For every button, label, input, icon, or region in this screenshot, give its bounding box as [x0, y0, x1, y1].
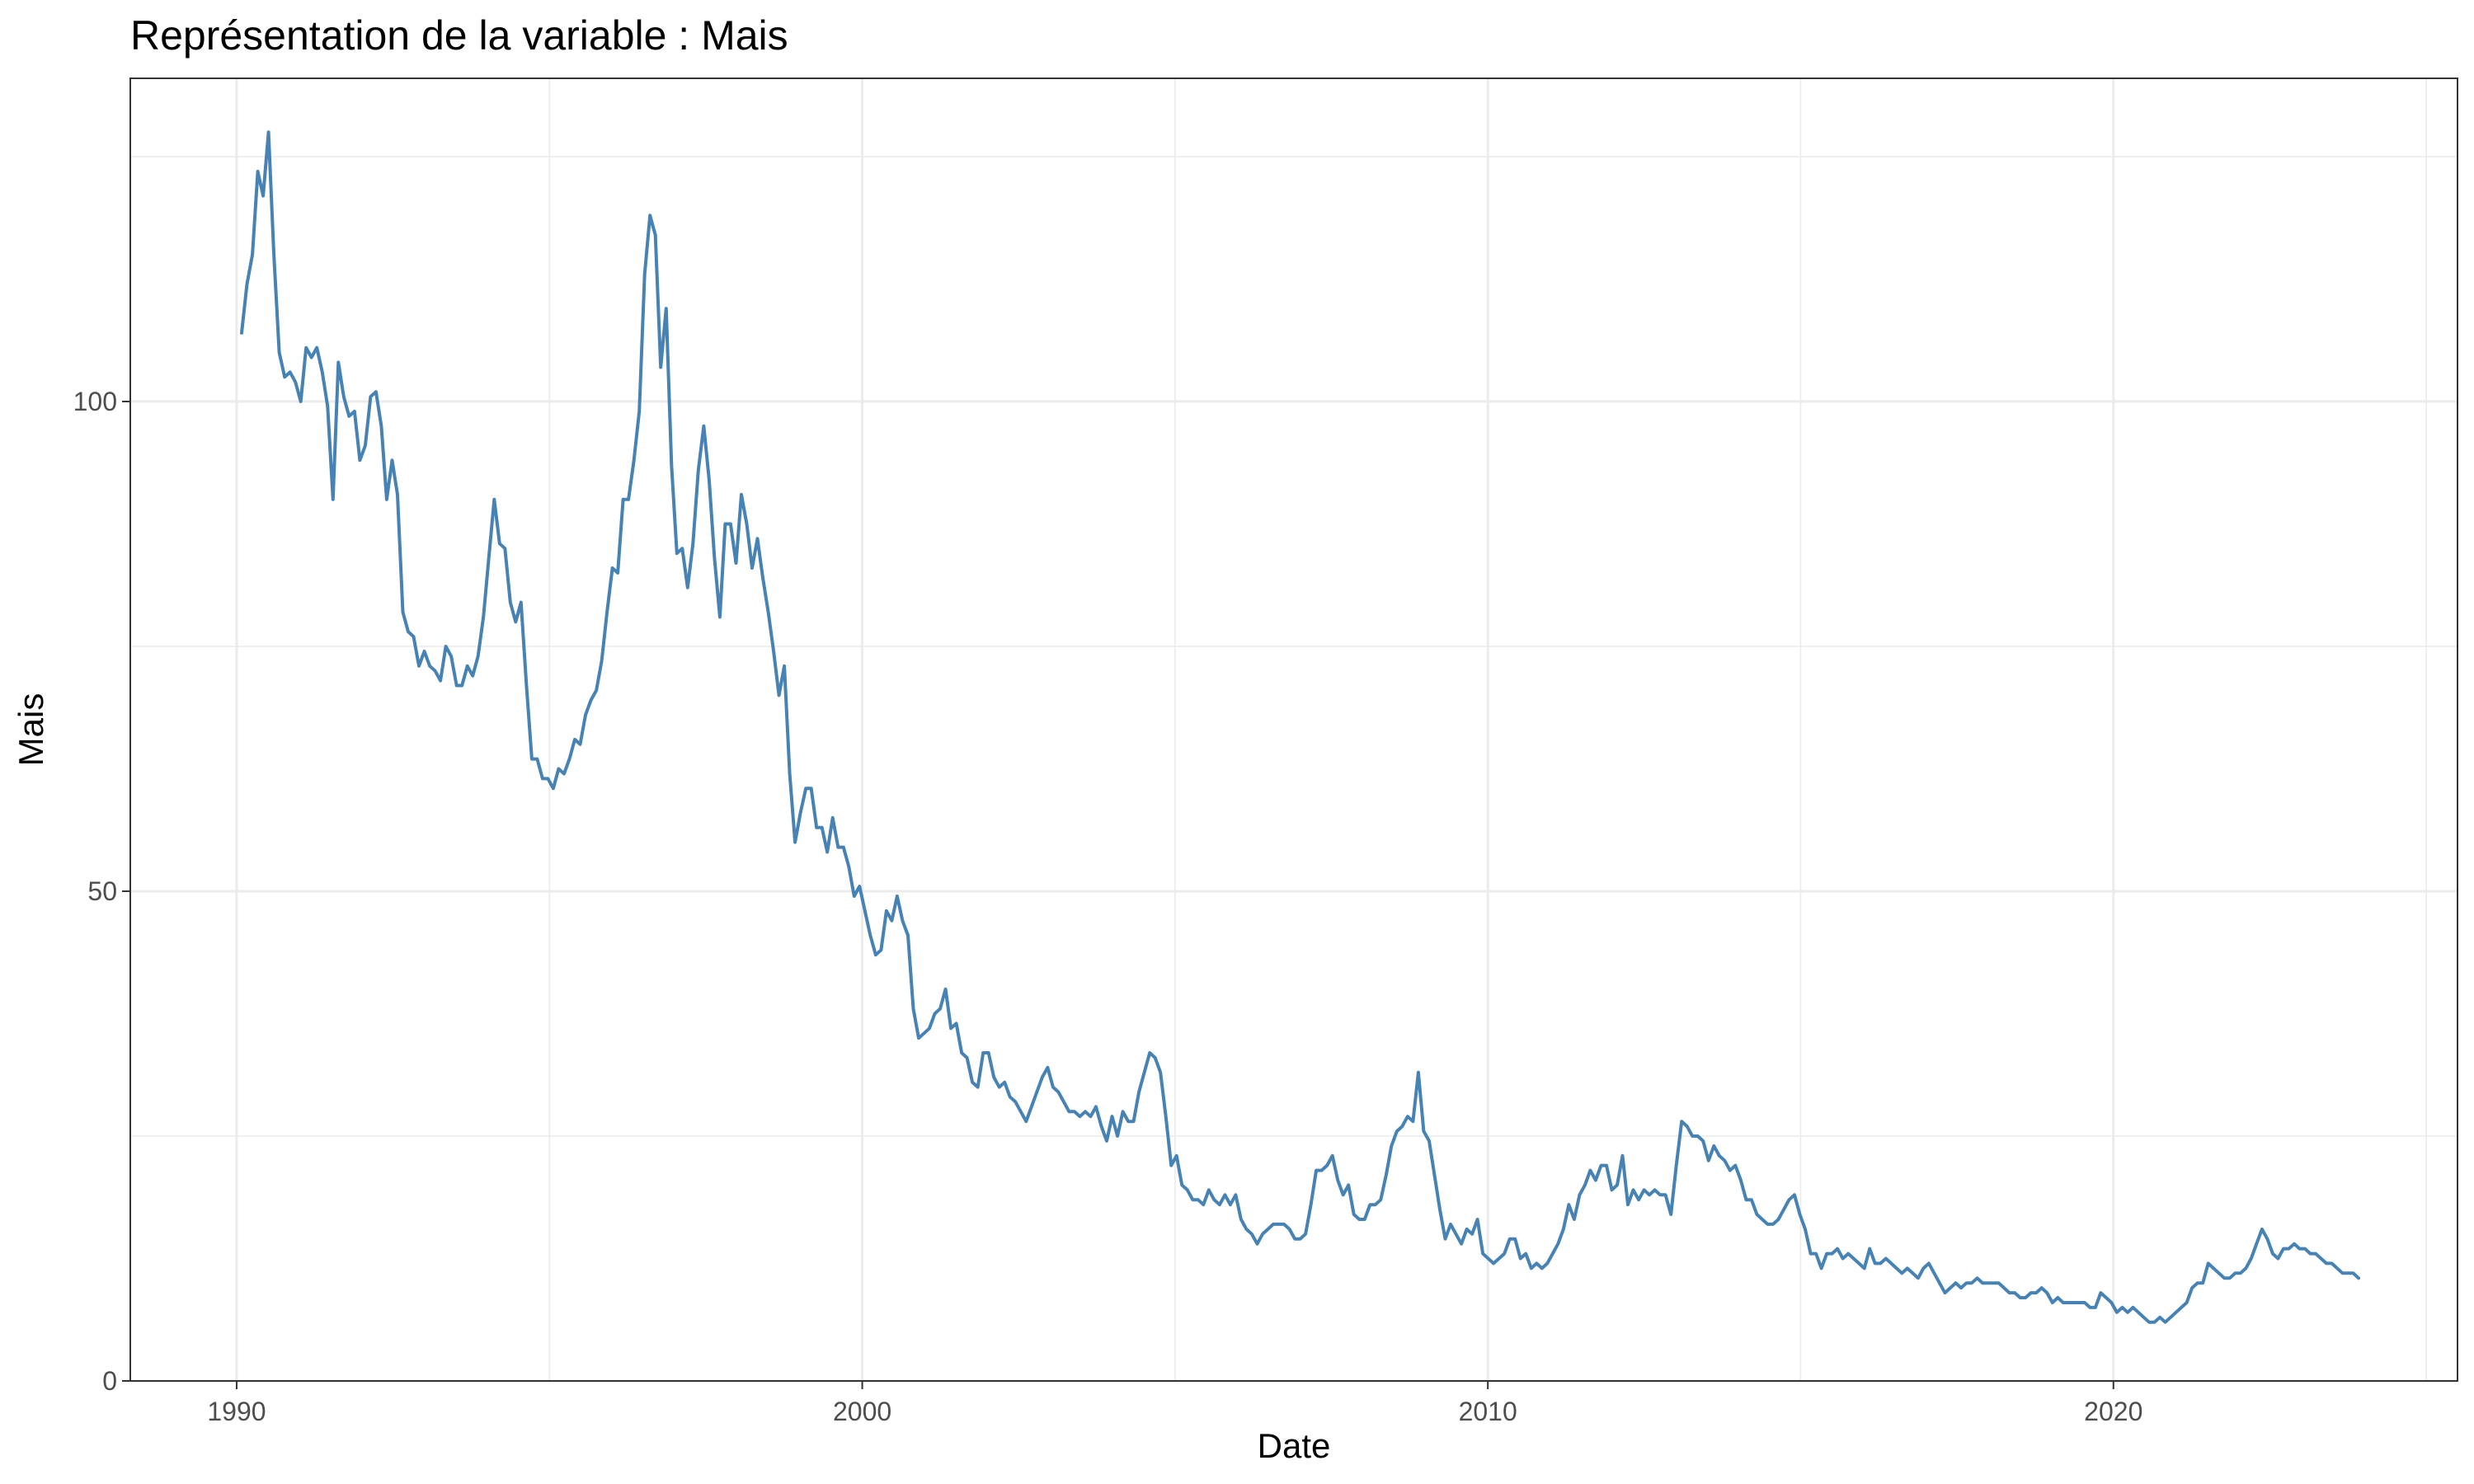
x-tick-label: 2020 [2084, 1397, 2142, 1426]
series-layer [240, 130, 2361, 1324]
chart-title: Représentation de la variable : Mais [130, 12, 788, 59]
x-tick-label: 1990 [207, 1397, 266, 1426]
x-tick-label: 2010 [1459, 1397, 1517, 1426]
x-axis-title: Date [1258, 1426, 1331, 1465]
x-tick-label: 2000 [833, 1397, 891, 1426]
y-tick-label: 50 [87, 876, 117, 906]
y-axis-title: Mais [12, 693, 50, 767]
y-tick-label: 0 [102, 1366, 117, 1396]
series-line-mais [240, 130, 2361, 1324]
y-tick-label: 100 [73, 387, 117, 416]
plot-panel [129, 77, 2458, 1382]
axis-layer: 1990 2000 2010 2020 0 50 100 [73, 387, 2143, 1426]
grid-layer [130, 78, 2458, 1383]
